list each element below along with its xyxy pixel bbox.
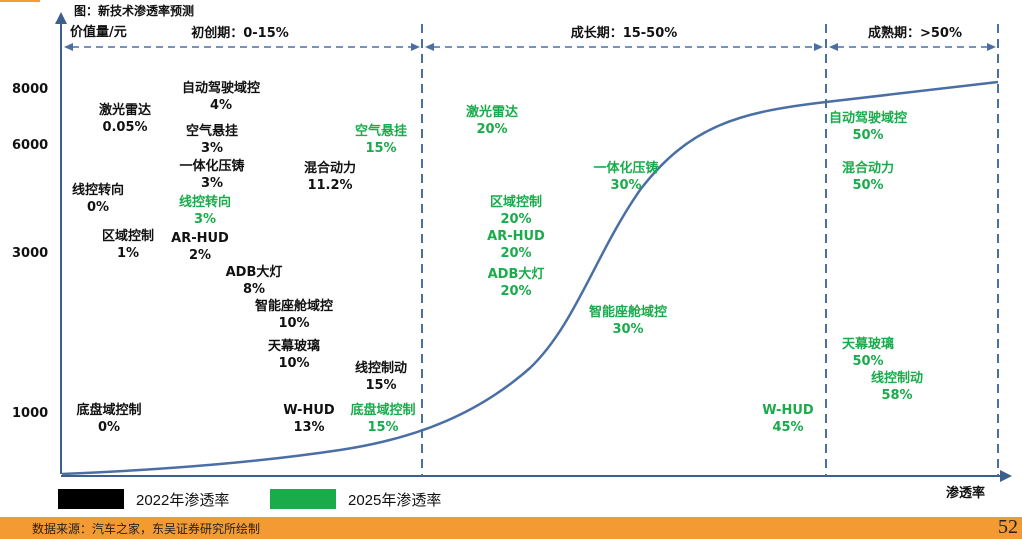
tech-name-2025: 天幕玻璃 [842,336,894,352]
penetration-value-2022: 3% [201,176,223,191]
tech-name-2022: AR-HUD [171,231,229,246]
legend-item-2025: 2025年渗透率 [270,488,441,510]
penetration-value-2022: 0.05% [102,120,147,135]
penetration-value-2022: 10% [278,316,309,331]
tech-name-2025: W-HUD [762,403,814,418]
penetration-value-2025: 58% [881,388,912,403]
tech-name-2022: 激光雷达 [99,102,151,118]
penetration-value-2025: 15% [367,420,398,435]
right-arrow-icon [814,43,823,51]
y-axis-title: 价值量/元 [70,24,127,40]
legend-swatch-2025 [270,489,336,509]
tech-name-2025: 区域控制 [490,194,542,210]
penetration-value-2022: 11.2% [307,178,352,193]
penetration-value-2022: 0% [98,420,120,435]
left-arrow-icon [64,43,73,51]
tech-name-2025: 智能座舱域控 [589,304,667,320]
right-arrow-icon [411,43,420,51]
tech-name-2025: 线控转向 [179,194,231,210]
penetration-value-2022: 0% [87,200,109,215]
tech-name-2022: 底盘域控制 [76,402,141,418]
tech-name-2022: 一体化压铸 [179,158,244,174]
tech-name-2022: 混合动力 [304,160,356,176]
tech-name-2025: ADB大灯 [488,266,545,282]
tech-name-2022: 智能座舱域控 [255,298,333,314]
tech-name-2025: 线控制动 [871,370,923,386]
tech-name-2022: 区域控制 [102,228,154,244]
y-tick-label: 1000 [12,406,48,421]
penetration-value-2022: 4% [210,98,232,113]
tech-name-2022: 天幕玻璃 [268,338,320,354]
x-axis-title: 渗透率 [946,485,985,501]
tech-name-2022: ADB大灯 [226,264,283,280]
tech-name-2025: 一体化压铸 [593,160,658,176]
tech-name-2022: 空气悬挂 [186,123,238,139]
penetration-value-2022: 13% [293,420,324,435]
penetration-value-2025: 30% [610,178,641,193]
tech-name-2025: 混合动力 [842,160,894,176]
penetration-value-2025: 20% [476,122,507,137]
footer-bar: 数据来源：汽车之家，东吴证券研究所绘制 52 [0,516,1022,539]
top-edge-fragment [0,0,40,2]
adoption-curve [61,80,999,476]
page-number: 52 [998,516,1018,538]
tech-name-2025: 自动驾驶域控 [829,110,907,126]
penetration-value-2025: 30% [612,322,643,337]
y-tick-label: 6000 [12,138,48,153]
right-arrow-icon [987,43,996,51]
y-tick-label: 3000 [12,246,48,261]
y-tick-label: 8000 [12,82,48,97]
phase-label: 初创期：0-15% [191,25,289,41]
penetration-value-2025: 3% [194,212,216,227]
phase-label: 成熟期：>50% [868,25,962,41]
legend-item-2022: 2022年渗透率 [58,488,229,510]
tech-name-2025: 底盘域控制 [350,402,415,418]
penetration-value-2025: 20% [500,212,531,227]
phase-label-bg [857,22,973,42]
legend-swatch-2022 [58,489,124,509]
penetration-value-2025: 50% [852,178,883,193]
penetration-value-2022: 10% [278,356,309,371]
tech-name-2025: 激光雷达 [466,104,518,120]
tech-name-2025: AR-HUD [487,229,545,244]
tech-name-2022: 线控制动 [355,360,407,376]
tech-name-2022: 线控转向 [72,182,124,198]
penetration-value-2022: 8% [243,282,265,297]
penetration-value-2025: 20% [500,284,531,299]
tech-name-2025: 空气悬挂 [355,123,407,139]
legend-label-2022: 2022年渗透率 [136,491,230,509]
penetration-value-2022: 15% [365,378,396,393]
phase-label-bg [553,22,695,42]
penetration-value-2025: 50% [852,354,883,369]
penetration-value-2025: 45% [772,420,803,435]
penetration-value-2022: 1% [117,246,139,261]
left-arrow-icon [829,43,838,51]
tech-name-2022: 自动驾驶域控 [182,80,260,96]
penetration-value-2025: 20% [500,246,531,261]
penetration-value-2022: 3% [201,141,223,156]
tech-name-2022: W-HUD [283,403,335,418]
x-axis-arrow-icon [1000,470,1012,482]
legend-label-2025: 2025年渗透率 [348,491,442,509]
phase-label-bg [175,22,305,42]
penetration-value-2025: 15% [365,141,396,156]
y-axis-arrow-icon [55,12,67,24]
phase-label: 成长期：15-50% [571,25,678,41]
penetration-value-2025: 50% [852,128,883,143]
left-arrow-icon [425,43,434,51]
data-source: 数据来源：汽车之家，东吴证券研究所绘制 [32,522,261,536]
figure-title: 图：新技术渗透率预测 [74,4,195,18]
penetration-value-2022: 2% [189,248,211,263]
